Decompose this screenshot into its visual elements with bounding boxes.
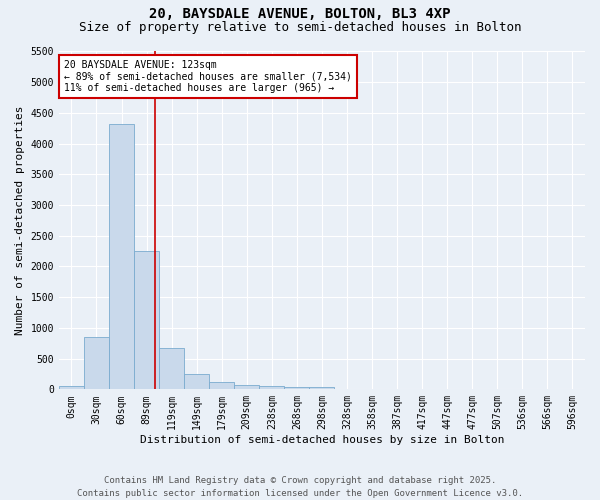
Bar — [59, 386, 84, 390]
Bar — [209, 382, 234, 390]
Bar — [109, 124, 134, 390]
Bar — [184, 374, 209, 390]
Text: Size of property relative to semi-detached houses in Bolton: Size of property relative to semi-detach… — [79, 21, 521, 34]
Text: 20 BAYSDALE AVENUE: 123sqm
← 89% of semi-detached houses are smaller (7,534)
11%: 20 BAYSDALE AVENUE: 123sqm ← 89% of semi… — [64, 60, 352, 93]
Bar — [234, 385, 259, 390]
Text: 20, BAYSDALE AVENUE, BOLTON, BL3 4XP: 20, BAYSDALE AVENUE, BOLTON, BL3 4XP — [149, 8, 451, 22]
Bar — [159, 348, 184, 390]
Bar — [284, 386, 310, 390]
Y-axis label: Number of semi-detached properties: Number of semi-detached properties — [15, 106, 25, 335]
Text: Contains HM Land Registry data © Crown copyright and database right 2025.
Contai: Contains HM Land Registry data © Crown c… — [77, 476, 523, 498]
Title: 20, BAYSDALE AVENUE, BOLTON, BL3 4XP
Size of property relative to semi-detached : 20, BAYSDALE AVENUE, BOLTON, BL3 4XP Siz… — [0, 499, 1, 500]
Bar — [84, 337, 109, 390]
Bar — [134, 251, 159, 390]
Bar — [259, 386, 284, 390]
X-axis label: Distribution of semi-detached houses by size in Bolton: Distribution of semi-detached houses by … — [140, 435, 504, 445]
Bar — [310, 388, 334, 390]
